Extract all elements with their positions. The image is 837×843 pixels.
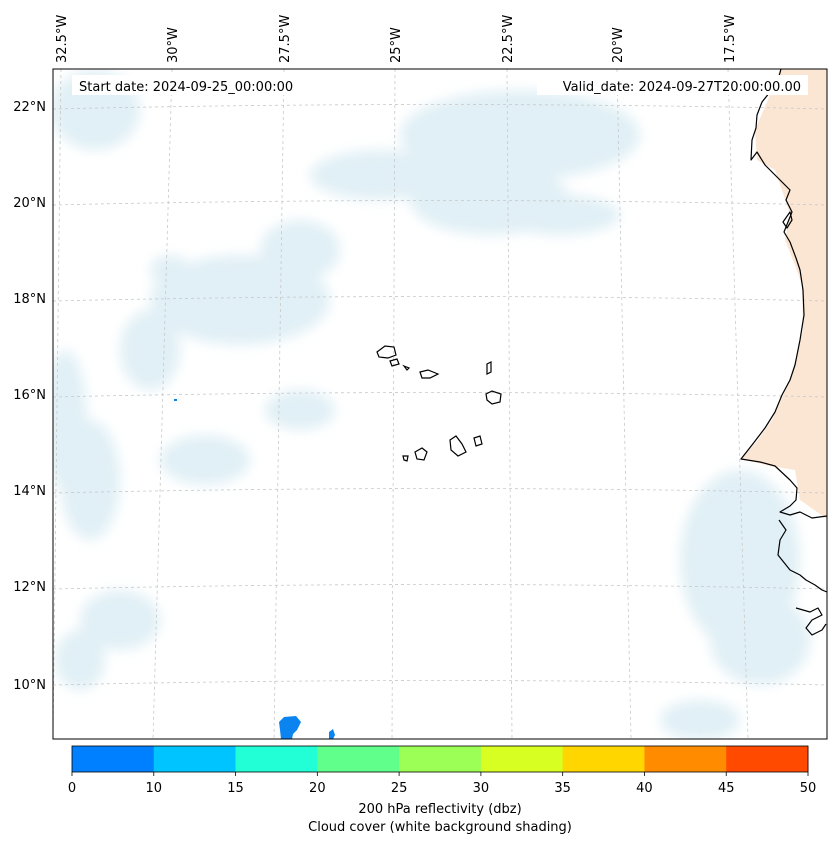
- lat-label-12n: 12°N: [13, 580, 46, 595]
- colorbar: 0 10 15 20 25 30 35 40 45 50 200 hPa reflectivity…: [68, 745, 816, 835]
- lon-label-27-5w: 27.5°W: [278, 15, 293, 63]
- colorbar-tick-label: 20: [309, 781, 326, 796]
- lat-label-16n: 16°N: [13, 388, 46, 403]
- colorbar-swatch: [235, 746, 318, 772]
- lon-label-17-5w: 17.5°W: [723, 15, 738, 63]
- lon-label-25w: 25°W: [389, 27, 404, 63]
- colorbar-tick-label: 0: [68, 781, 76, 796]
- colorbar-tick-label: 35: [554, 781, 571, 796]
- gridlines: [53, 69, 827, 739]
- lat-label-20n: 20°N: [13, 196, 46, 211]
- reflectivity-echoes: [174, 399, 335, 739]
- colorbar-swatch: [644, 746, 727, 772]
- lat-label-18n: 18°N: [13, 292, 46, 307]
- colorbar-tick-label: 15: [227, 781, 244, 796]
- lon-label-32-5w: 32.5°W: [55, 15, 70, 63]
- lon-label-22-5w: 22.5°W: [501, 15, 516, 63]
- colorbar-swatch: [317, 746, 400, 772]
- longitude-labels: 32.5°W 30°W 27.5°W 25°W 22.5°W 20°W 17.5…: [55, 15, 738, 63]
- map-frame: [52, 68, 828, 740]
- colorbar-swatches: [72, 746, 809, 772]
- lat-label-22n: 22°N: [13, 100, 46, 115]
- lat-label-14n: 14°N: [13, 484, 46, 499]
- colorbar-tick-label: 40: [636, 781, 653, 796]
- colorbar-tick-label: 50: [800, 781, 817, 796]
- colorbar-swatch: [72, 746, 155, 772]
- colorbar-label: 200 hPa reflectivity (dbz): [358, 802, 521, 817]
- colorbar-swatch: [153, 746, 237, 772]
- colorbar-swatch: [399, 746, 482, 772]
- start-date-label: Start date: 2024-09-25_00:00:00: [79, 80, 293, 95]
- colorbar-tick-label: 25: [391, 781, 408, 796]
- colorbar-tick-label: 10: [146, 781, 163, 796]
- latitude-labels: 22°N 20°N 18°N 16°N 14°N 12°N 10°N: [13, 100, 46, 693]
- lon-label-20w: 20°W: [611, 27, 626, 63]
- colorbar-sublabel: Cloud cover (white background shading): [308, 820, 572, 835]
- valid-date-label: Valid_date: 2024-09-27T20:00:00.00: [563, 80, 801, 95]
- coastline: [740, 69, 827, 636]
- colorbar-frame: [71, 745, 809, 773]
- colorbar-tick-label: 45: [718, 781, 735, 796]
- colorbar-swatch: [726, 746, 809, 772]
- colorbar-swatch: [562, 746, 645, 772]
- lat-label-10n: 10°N: [13, 678, 46, 693]
- valid-date-box: Valid_date: 2024-09-27T20:00:00.00: [537, 75, 808, 95]
- colorbar-swatch: [480, 746, 564, 772]
- colorbar-ticks: 0 10 15 20 25 30 35 40 45 50: [68, 772, 816, 796]
- lon-label-30w: 30°W: [166, 27, 181, 63]
- colorbar-tick-label: 30: [473, 781, 490, 796]
- start-date-box: Start date: 2024-09-25_00:00:00: [72, 75, 317, 95]
- map-panel: [53, 69, 827, 739]
- cape-verde-islands: [376, 345, 502, 462]
- land-shading: [741, 69, 827, 519]
